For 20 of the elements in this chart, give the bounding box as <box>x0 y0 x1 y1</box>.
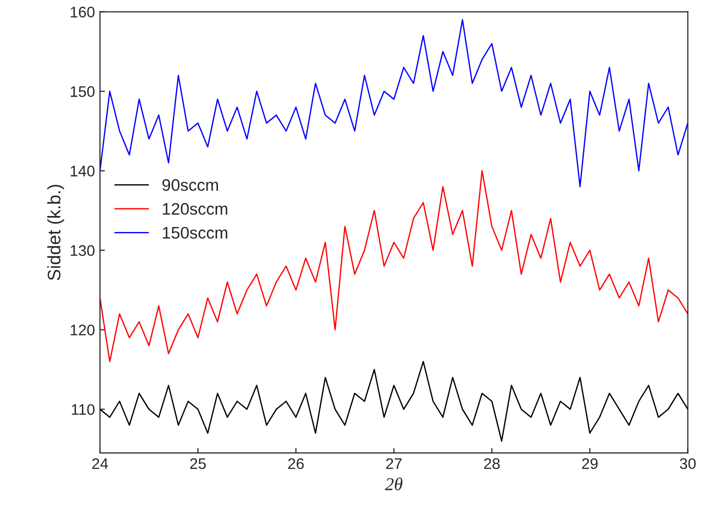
legend-label: 90sccm <box>162 179 218 191</box>
y-tick-label: 150 <box>70 86 95 97</box>
y-tick-label: 160 <box>70 6 95 18</box>
x-tick-label: 26 <box>288 458 304 470</box>
y-tick-label: 120 <box>70 324 95 336</box>
y-tick-label: 130 <box>70 245 95 256</box>
x-axis-title: 2θ <box>384 478 402 490</box>
legend-label: 120sccm <box>162 203 228 215</box>
line-series <box>100 170 688 362</box>
line-series <box>100 360 688 442</box>
y-tick-label: 140 <box>70 166 95 176</box>
x-tick-label: 27 <box>386 458 402 469</box>
x-tick-label: 25 <box>190 458 206 470</box>
y-axis-title: Siddet (k.b.) <box>47 184 64 280</box>
y-tick-label: 110 <box>72 404 95 415</box>
x-tick-label: 28 <box>484 458 500 470</box>
x-tick-label: 29 <box>582 458 598 470</box>
x-tick-label: 24 <box>92 458 108 469</box>
x-tick-label: 30 <box>680 458 696 470</box>
legend-label: 150sccm <box>162 226 228 239</box>
